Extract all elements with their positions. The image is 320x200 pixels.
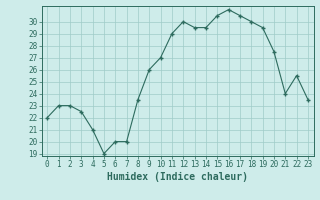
X-axis label: Humidex (Indice chaleur): Humidex (Indice chaleur) <box>107 172 248 182</box>
